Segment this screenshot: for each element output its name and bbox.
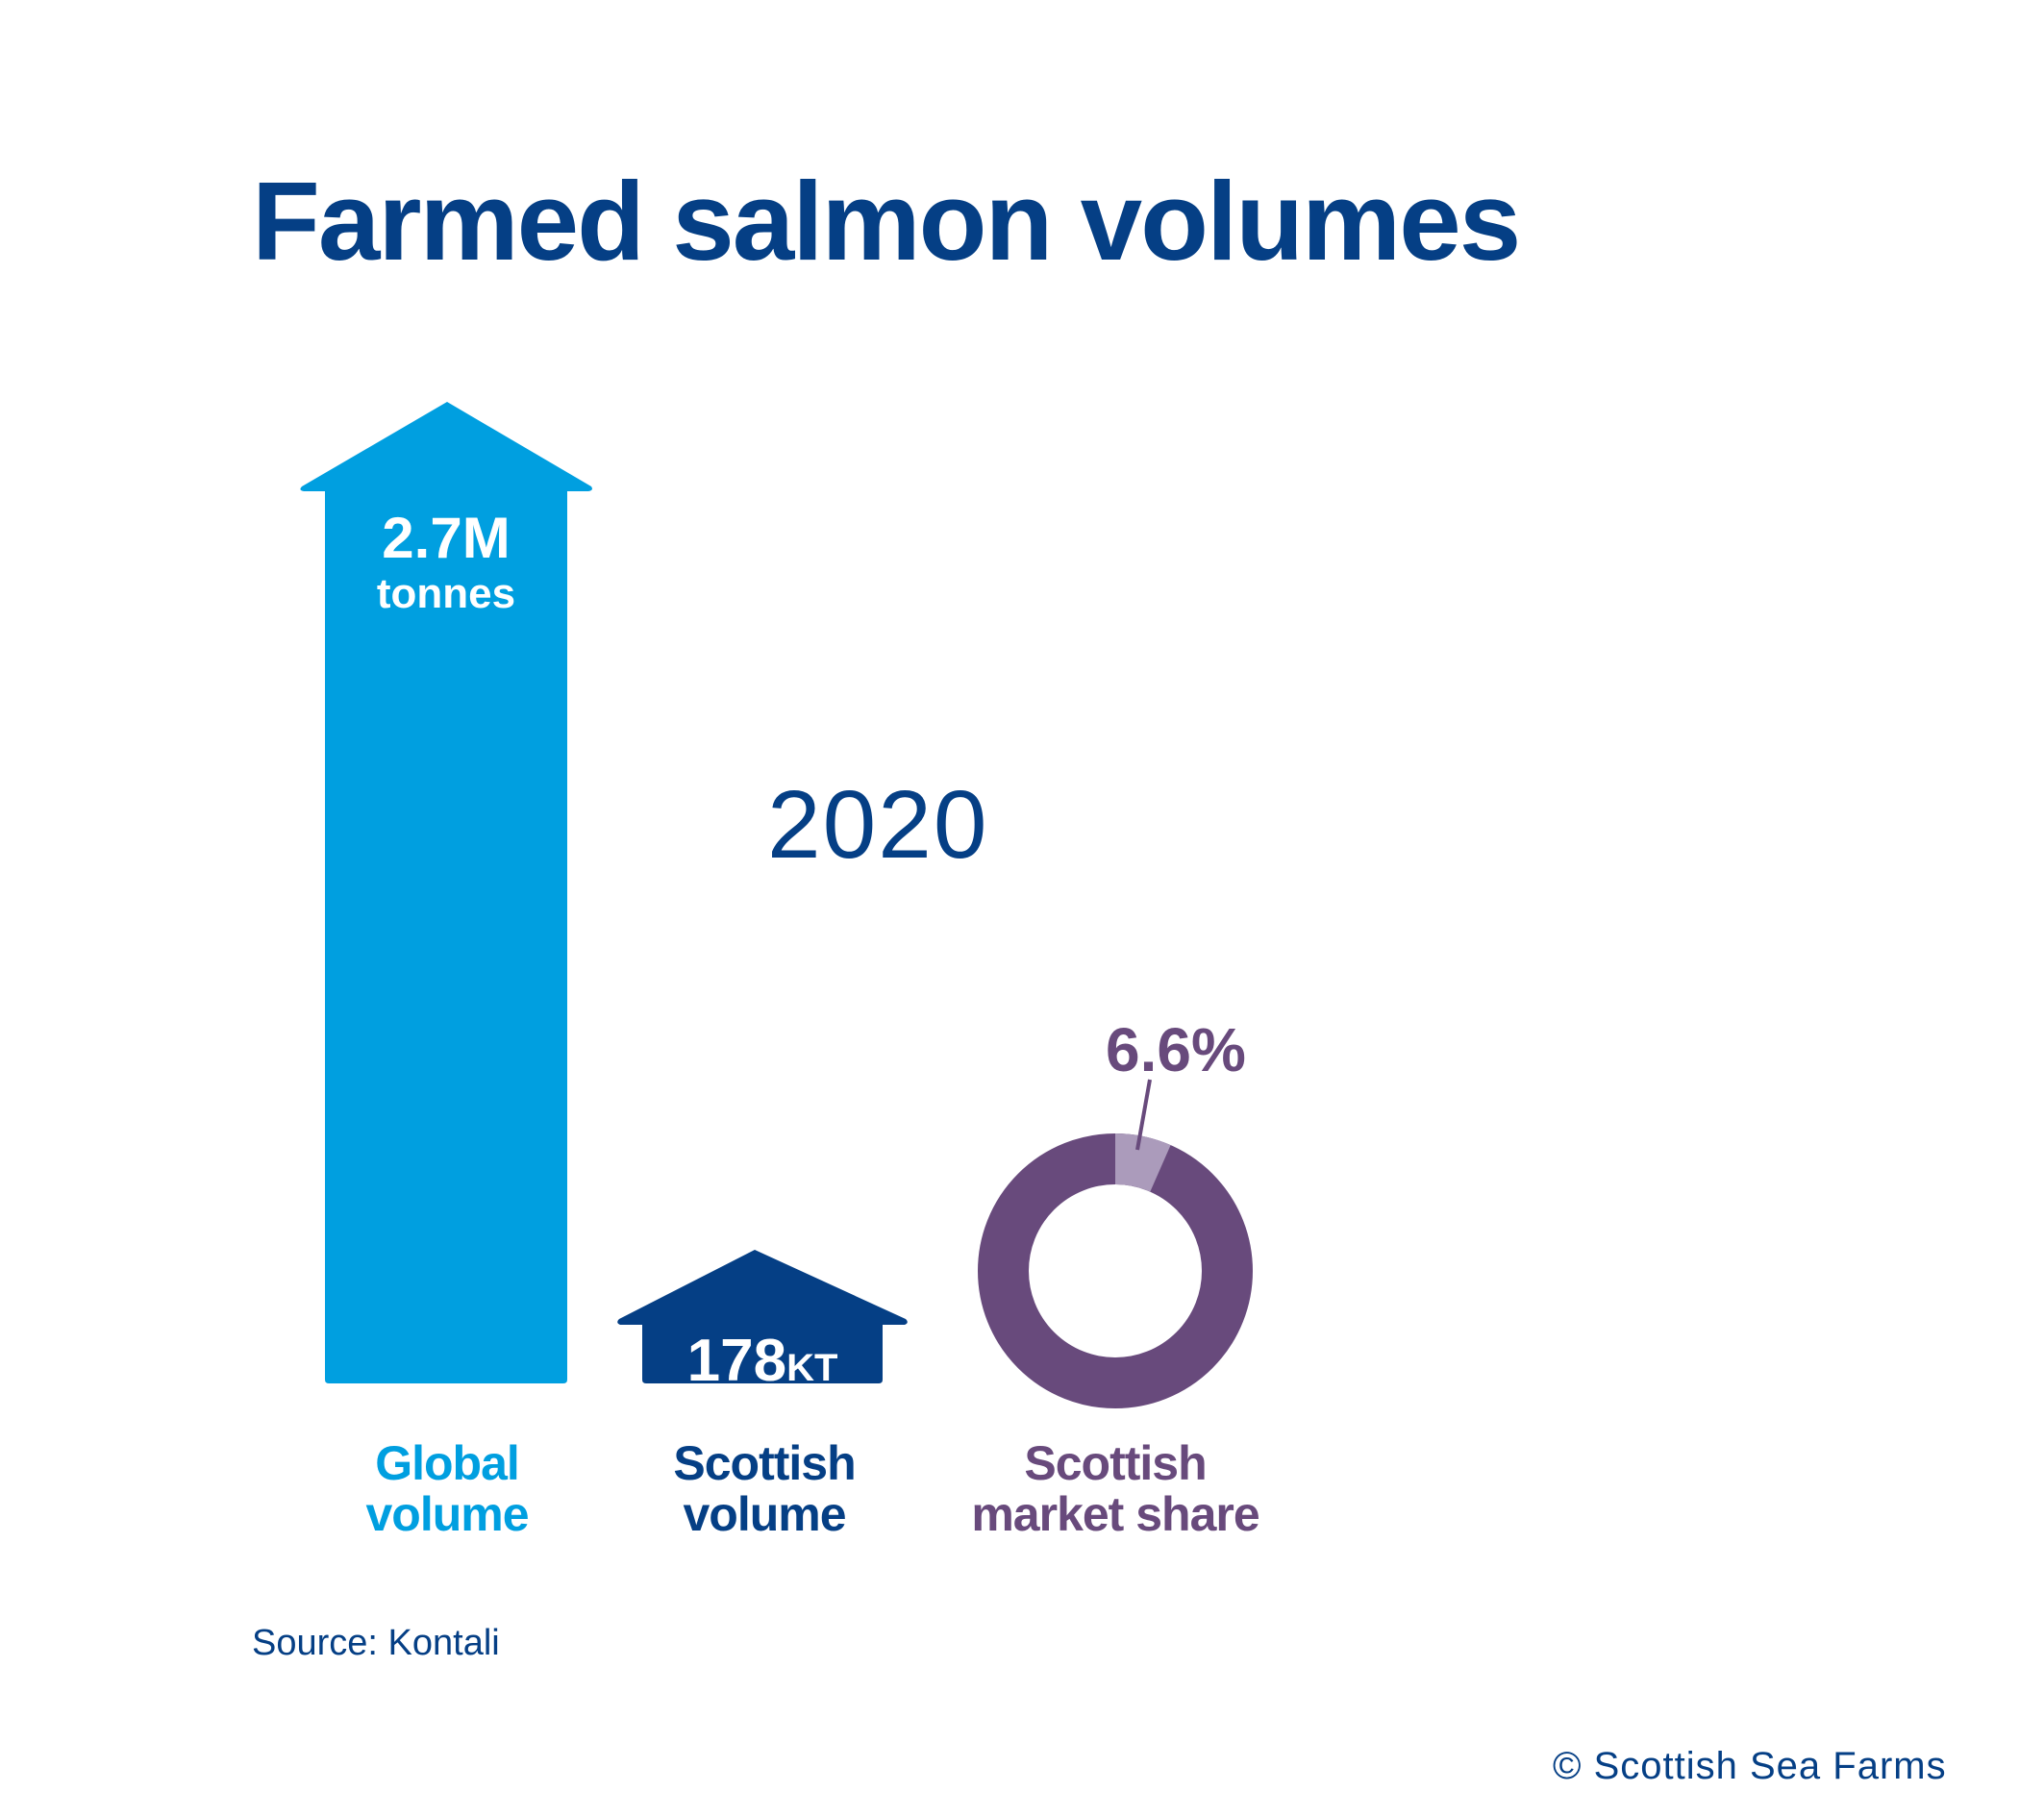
label-line: volume bbox=[365, 1486, 529, 1541]
source-note: Source: Kontali bbox=[252, 1623, 500, 1663]
callout-line bbox=[1135, 1079, 1152, 1151]
scottish-volume-value: 178KT bbox=[642, 1332, 883, 1391]
scottish-volume-arrow bbox=[617, 1250, 908, 1383]
scottish-volume-label: Scottish volume bbox=[606, 1438, 923, 1539]
scottish-volume-number: 178 bbox=[686, 1328, 787, 1394]
copyright-notice: © Scottish Sea Farms bbox=[1553, 1745, 1947, 1787]
global-volume-arrow bbox=[300, 402, 592, 1383]
label-line: Scottish bbox=[1024, 1436, 1207, 1490]
label-line: market share bbox=[971, 1486, 1259, 1541]
scottish-volume-unit: KT bbox=[786, 1347, 838, 1389]
market-share-label: Scottish market share bbox=[923, 1438, 1308, 1539]
global-volume-label: Global volume bbox=[288, 1438, 606, 1539]
label-line: volume bbox=[683, 1486, 846, 1541]
label-line: Global bbox=[375, 1436, 520, 1490]
label-line: Scottish bbox=[673, 1436, 856, 1490]
page-title: Farmed salmon volumes bbox=[252, 159, 1521, 284]
year-label: 2020 bbox=[767, 771, 989, 879]
market-share-highlight-segment bbox=[1115, 1133, 1171, 1192]
global-volume-unit: tonnes bbox=[376, 570, 516, 617]
market-share-value: 6.6% bbox=[1106, 1015, 1246, 1084]
market-share-donut bbox=[978, 1079, 1253, 1408]
global-volume-value: 2.7M bbox=[382, 506, 511, 570]
